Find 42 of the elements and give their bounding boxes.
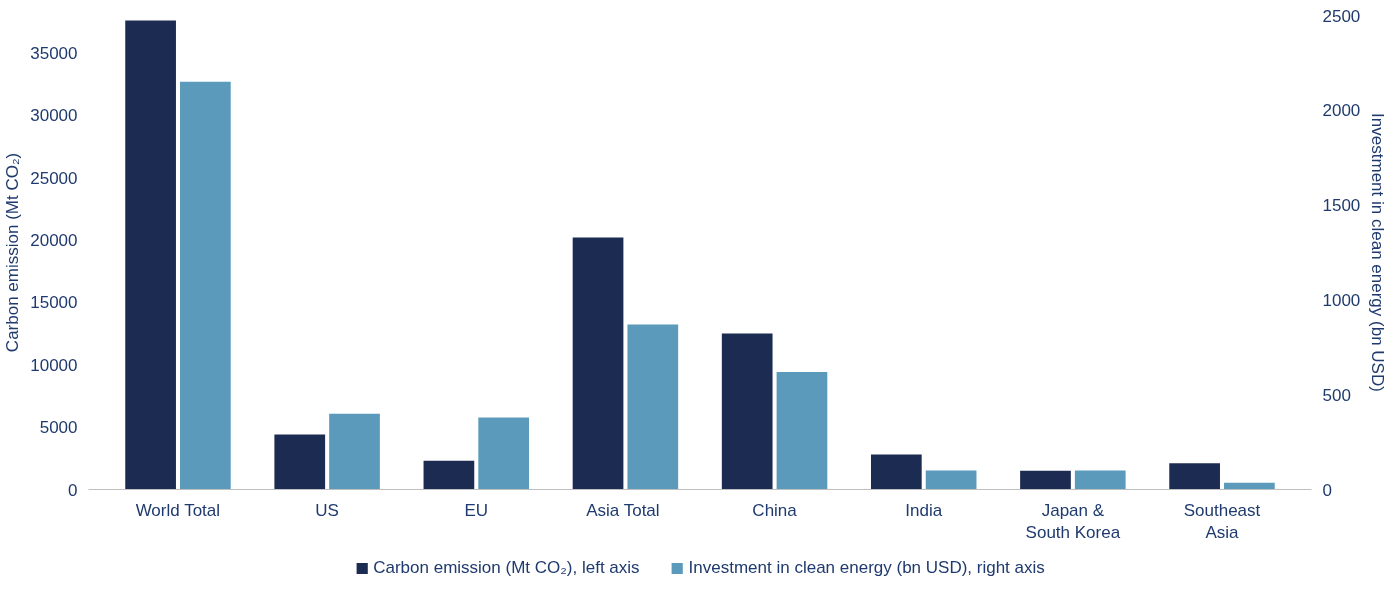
y-tick-label: 35000: [30, 43, 78, 63]
x-tick-label: EU: [464, 500, 489, 520]
bar: [1074, 470, 1126, 490]
x-tick-label: Southeast Asia: [1183, 500, 1261, 543]
y-tick-label: 20000: [30, 231, 78, 251]
x-tick-label: India: [905, 500, 943, 520]
bar: [721, 333, 773, 490]
bar: [423, 460, 475, 490]
legend-label: Investment in clean energy (bn USD), right axis: [688, 557, 1045, 578]
y-tick-label: 5000: [39, 418, 78, 438]
bar: [125, 20, 176, 490]
y2-tick-label: 2500: [1322, 6, 1361, 26]
legend-label: Carbon emission (Mt CO₂), left axis: [373, 557, 640, 578]
bar: [925, 470, 977, 490]
bar: [1169, 463, 1220, 490]
x-tick-label: Japan & South Korea: [1025, 500, 1121, 543]
y2-tick-label: 2000: [1322, 101, 1361, 121]
y-tick-label: 0: [68, 480, 78, 500]
bar: [776, 371, 828, 490]
x-tick-label: China: [752, 500, 798, 520]
y2-tick-label: 500: [1322, 385, 1351, 405]
y2-tick-label: 0: [1322, 480, 1332, 500]
bar: [1224, 482, 1275, 490]
y-tick-label: 10000: [30, 355, 78, 375]
bar: [329, 413, 380, 490]
bar: [572, 237, 624, 490]
x-tick-label: US: [315, 500, 339, 520]
bar: [180, 81, 231, 490]
bar: [1020, 470, 1071, 490]
y2-tick-label: 1000: [1322, 290, 1361, 310]
y-tick-label: 25000: [30, 168, 78, 188]
y2-axis-title: Investment in clean energy (bn USD): [1368, 113, 1388, 392]
x-tick-label: Asia Total: [586, 500, 660, 520]
x-tick-label: World Total: [135, 500, 221, 520]
y2-tick-label: 1500: [1322, 196, 1361, 216]
bar: [870, 454, 922, 490]
bar: [478, 417, 530, 490]
bar: [274, 434, 326, 490]
y-tick-label: 15000: [30, 293, 78, 313]
bar: [627, 324, 679, 490]
y-tick-label: 30000: [30, 106, 78, 126]
y-axis-title: Carbon emission (Mt CO₂): [3, 152, 23, 353]
